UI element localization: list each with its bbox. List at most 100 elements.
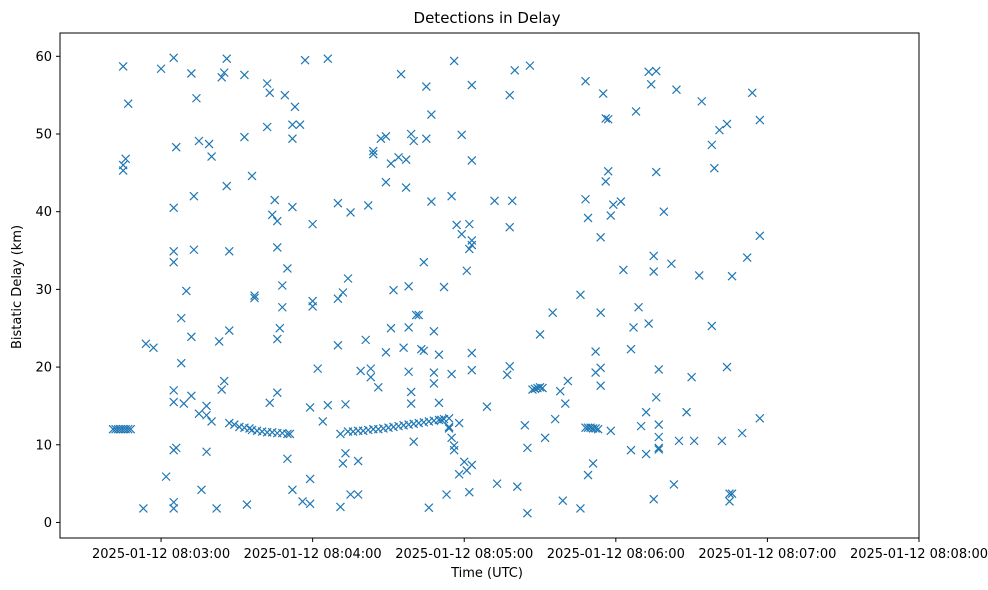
data-point (707, 321, 717, 331)
data-point (520, 420, 530, 430)
data-point (161, 472, 171, 482)
data-point (245, 424, 254, 433)
data-point (725, 489, 734, 499)
data-point (169, 53, 179, 63)
data-point (229, 420, 239, 429)
data-point (282, 454, 292, 464)
data-point (409, 437, 419, 447)
data-point (444, 424, 454, 433)
y-tick-label: 10 (35, 438, 52, 453)
data-point (356, 366, 366, 376)
data-point (560, 399, 570, 409)
data-point (467, 348, 477, 358)
data-point (464, 487, 474, 497)
data-point (629, 323, 638, 332)
data-point (389, 285, 398, 295)
data-point (618, 265, 628, 275)
data-point (694, 270, 704, 280)
data-point (727, 271, 737, 281)
data-point (457, 229, 467, 239)
data-point (672, 85, 681, 95)
data-point (626, 344, 636, 354)
data-point (189, 245, 199, 255)
data-point (224, 418, 234, 428)
data-point (608, 200, 618, 210)
data-point (219, 68, 229, 78)
data-point (404, 323, 414, 332)
data-point (447, 369, 457, 379)
data-point (336, 429, 345, 439)
data-point (606, 426, 616, 436)
data-point (224, 246, 234, 256)
data-point (285, 429, 295, 439)
data-point (535, 382, 545, 392)
data-point (346, 490, 355, 499)
data-point (282, 429, 292, 439)
data-point (169, 445, 179, 455)
y-tick-label: 40 (35, 205, 52, 220)
data-point (323, 400, 333, 410)
data-point (409, 136, 419, 146)
data-point (421, 134, 431, 144)
data-point (464, 219, 474, 229)
data-point (462, 266, 472, 276)
data-point (275, 323, 285, 333)
data-point (714, 125, 724, 135)
data-point (591, 424, 601, 433)
data-point (373, 382, 383, 392)
data-point (171, 142, 181, 152)
data-point (429, 326, 439, 336)
data-point (649, 251, 659, 261)
data-point (118, 61, 128, 71)
data-point (123, 99, 133, 109)
data-point (341, 399, 350, 409)
data-point (654, 443, 664, 453)
x-tick-label: 2025-01-12 08:07:00 (698, 547, 836, 562)
y-tick-label: 30 (35, 283, 52, 298)
data-point (212, 504, 222, 513)
data-point (709, 163, 719, 173)
data-point (176, 313, 186, 323)
data-point (654, 364, 664, 374)
data-point (596, 363, 606, 373)
data-point (674, 436, 684, 446)
data-point (272, 334, 282, 344)
y-axis-ticks: 0 10 20 30 40 50 60 (35, 50, 60, 531)
x-tick-label: 2025-01-12 08:04:00 (244, 547, 382, 562)
data-point (176, 358, 186, 368)
data-point (697, 96, 707, 106)
data-point (467, 240, 477, 250)
data-point (368, 149, 378, 159)
y-tick-label: 20 (35, 361, 52, 376)
data-point (194, 136, 204, 146)
data-point (265, 88, 275, 98)
data-point (401, 155, 411, 165)
data-point (424, 503, 434, 513)
data-point (313, 364, 323, 374)
data-point (288, 134, 297, 144)
data-point (603, 166, 613, 176)
data-point (343, 274, 353, 283)
data-point (482, 402, 492, 412)
data-point (555, 386, 565, 396)
data-point (755, 231, 765, 241)
data-point (406, 387, 416, 397)
data-point (338, 458, 348, 468)
data-point (181, 286, 191, 296)
data-point (277, 302, 287, 312)
data-point (742, 253, 752, 262)
data-point (502, 370, 512, 380)
data-point (295, 120, 305, 130)
data-point (414, 310, 424, 320)
y-tick-label: 50 (35, 128, 52, 143)
data-point (404, 281, 414, 291)
data-point (429, 378, 439, 388)
data-point (399, 343, 409, 353)
data-point (179, 399, 189, 409)
data-point (247, 171, 257, 181)
data-point (522, 508, 532, 518)
data-point (272, 388, 282, 398)
data-point (262, 122, 272, 132)
